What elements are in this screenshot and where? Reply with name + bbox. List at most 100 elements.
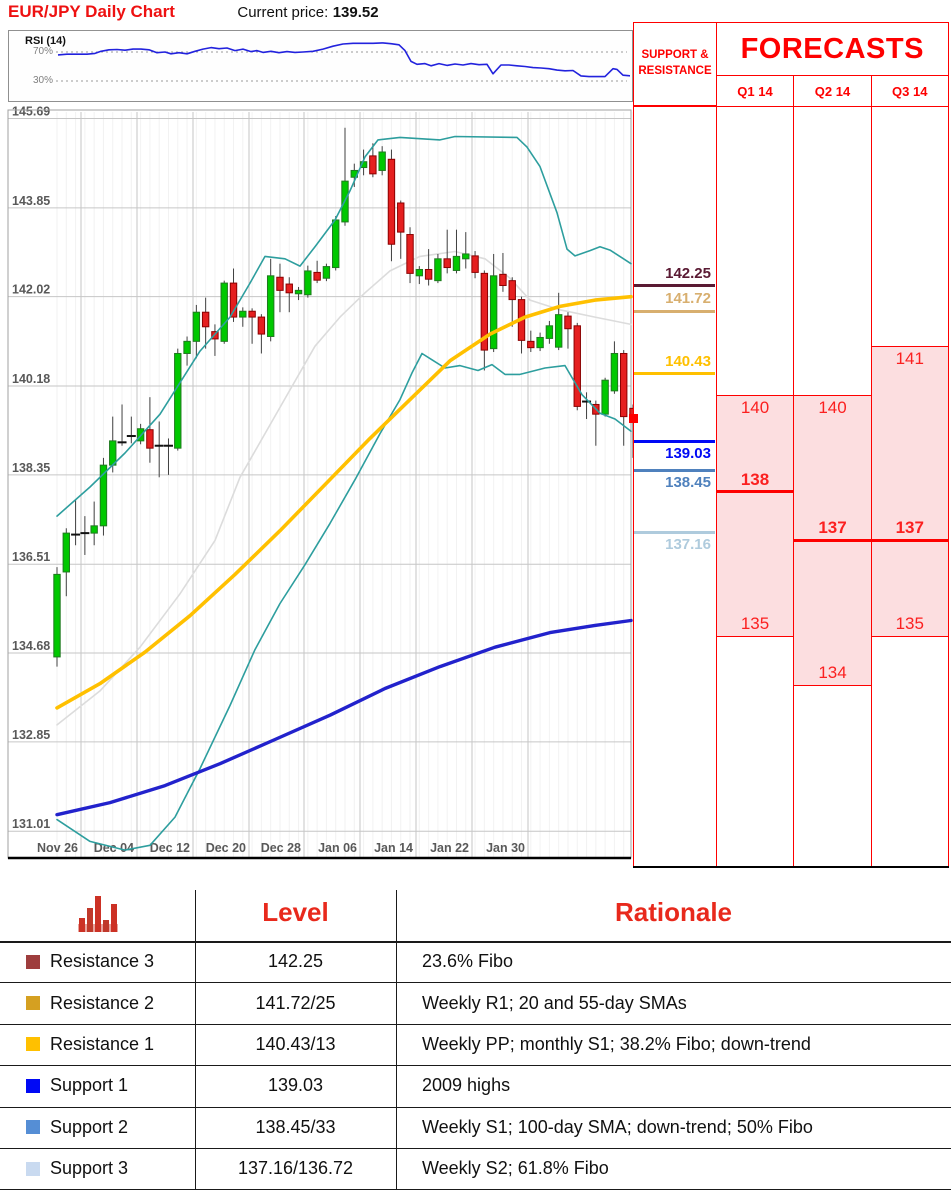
forecast-q1-header: Q1 14: [715, 74, 795, 108]
svg-text:138.35: 138.35: [12, 461, 50, 475]
resistance-3-marker: [26, 954, 40, 969]
svg-text:143.85: 143.85: [12, 194, 50, 208]
rsi-title: RSI (14): [25, 35, 66, 47]
support-3-line: [634, 531, 715, 535]
svg-text:132.85: 132.85: [12, 728, 50, 742]
row-level: 139.03: [267, 1075, 324, 1096]
candlestick-chart: 145.69 143.85 142.02 140.18 138.35 136.51 134.…: [7, 105, 637, 860]
svg-text:Dec 12: Dec 12: [150, 841, 190, 855]
q3-bottom-value: 135: [895, 614, 924, 634]
q1-label: Q1 14: [737, 83, 773, 99]
support-1-line: [634, 440, 715, 444]
q1-top-value: 140: [740, 397, 770, 417]
forecasts-header: FORECASTS: [715, 22, 949, 76]
sr-header-line2: RESISTANCE: [638, 65, 712, 77]
current-price-label: Current price:: [237, 4, 329, 21]
svg-text:145.69: 145.69: [12, 105, 50, 119]
row-label: Support 1: [50, 1075, 129, 1096]
sr-header-line1: SUPPORT &: [641, 49, 709, 62]
support-2-label: 138.45: [665, 473, 711, 491]
row-level: 138.45/33: [255, 1116, 336, 1137]
rsi-30-label: 30%: [32, 75, 53, 86]
q1-mid-value: 138: [740, 469, 770, 489]
current-price-marker: [629, 413, 638, 423]
svg-text:142.02: 142.02: [12, 283, 50, 297]
row-rationale: 23.6% Fibo: [422, 951, 514, 972]
table-row-resistance-3: Resistance 3 142.25 23.6% Fibo: [0, 941, 951, 984]
support-3-marker: [26, 1161, 40, 1176]
q2-top-value: 140: [818, 397, 847, 417]
svg-text:134.68: 134.68: [12, 639, 50, 653]
row-label: Support 3: [50, 1158, 129, 1179]
q3-top-value: 141: [895, 349, 924, 369]
page-header: EUR/JPY Daily Chart Current price: 139.5…: [8, 2, 948, 26]
svg-text:Jan 14: Jan 14: [374, 841, 413, 855]
resistance-1-marker: [26, 1037, 40, 1052]
q2-label: Q2 14: [814, 83, 851, 99]
support-1-marker: [26, 1078, 40, 1093]
level-column-header: Level: [262, 897, 329, 927]
q2-mid-value: 137: [818, 518, 847, 538]
svg-text:Nov 26: Nov 26: [37, 841, 78, 855]
q2-mid-line: [793, 538, 872, 542]
support-3-label: 137.16: [665, 536, 711, 554]
table-row-resistance-2: Resistance 2 141.72/25 Weekly R1; 20 and…: [0, 982, 951, 1025]
svg-text:Jan 30: Jan 30: [486, 841, 525, 855]
row-level: 142.25: [267, 951, 324, 972]
sr-levels-layer: 142.25 141.72 140.43 139.03 138.45 137.1…: [629, 22, 717, 868]
support-1-label: 139.03: [665, 445, 711, 463]
table-divider-1: [195, 890, 197, 1190]
row-level: 137.16/136.72: [237, 1158, 354, 1179]
resistance-1-line: [634, 372, 715, 376]
forecast-q1-column: 140 138 135: [715, 22, 795, 868]
rsi-70-label: 70%: [32, 46, 53, 57]
support-resistance-header: SUPPORT & RESISTANCE: [633, 22, 717, 106]
q2-bottom-value: 134: [818, 663, 847, 683]
support-2-marker: [26, 1120, 40, 1135]
svg-text:Dec 28: Dec 28: [261, 841, 301, 855]
table-row-resistance-1: Resistance 1 140.43/13 Weekly PP; monthl…: [0, 1024, 951, 1067]
resistance-2-line: [634, 309, 715, 313]
table-row-support-1: Support 1 139.03 2009 highs: [0, 1065, 951, 1108]
forecasts-title: FORECASTS: [740, 32, 924, 65]
q3-mid-value: 137: [895, 518, 924, 538]
forecast-q2-column: 140 137 134: [793, 22, 872, 868]
current-price-value: 139.52: [332, 4, 379, 21]
right-panel: SUPPORT & RESISTANCE FORECASTS Q1 14 Q2 …: [629, 22, 949, 868]
table-divider-2: [396, 890, 398, 1190]
sr-body-cell: [633, 106, 717, 868]
q1-bottom-value: 135: [740, 614, 770, 634]
rationale-column-header: Rationale: [614, 897, 733, 927]
row-rationale: Weekly R1; 20 and 55-day SMAs: [422, 992, 687, 1013]
row-level: 141.72/25: [255, 992, 336, 1013]
page-title: EUR/JPY Daily Chart: [8, 2, 175, 21]
resistance-3-label: 142.25: [665, 264, 711, 282]
svg-text:136.51: 136.51: [12, 550, 50, 564]
q3-range-box: [870, 346, 949, 638]
row-label: Resistance 2: [50, 992, 155, 1013]
levels-table: Level Rationale Resistance 3 142.25 23.6…: [0, 884, 951, 1191]
row-rationale: Weekly PP; monthly S1; 38.2% Fibo; down-…: [422, 1033, 811, 1054]
svg-text:Jan 22: Jan 22: [430, 841, 469, 855]
svg-text:140.18: 140.18: [12, 372, 50, 386]
svg-text:Jan 06: Jan 06: [318, 841, 357, 855]
q1-range-box: [715, 394, 795, 638]
row-rationale: 2009 highs: [422, 1075, 511, 1096]
q3-mid-line: [870, 538, 949, 542]
table-header-row: Level Rationale: [0, 884, 951, 943]
q3-label: Q3 14: [892, 83, 928, 99]
q1-mid-line: [715, 490, 795, 494]
forecast-q2-header: Q2 14: [793, 74, 872, 108]
row-rationale: Weekly S1; 100-day SMA; down-trend; 50% …: [422, 1116, 813, 1137]
rsi-panel: RSI (14) 70% 30%: [8, 30, 633, 102]
bar-chart-icon: [0, 892, 195, 934]
support-2-line: [634, 468, 715, 472]
row-label: Support 2: [50, 1116, 129, 1137]
forecast-q3-column: 141 137 135: [870, 22, 949, 868]
row-label: Resistance 3: [50, 951, 155, 972]
table-row-support-2: Support 2 138.45/33 Weekly S1; 100-day S…: [0, 1107, 951, 1149]
resistance-2-label: 141.72: [665, 290, 711, 308]
resistance-1-label: 140.43: [665, 352, 711, 370]
svg-text:131.01: 131.01: [12, 817, 50, 831]
row-rationale: Weekly S2; 61.8% Fibo: [422, 1158, 609, 1179]
